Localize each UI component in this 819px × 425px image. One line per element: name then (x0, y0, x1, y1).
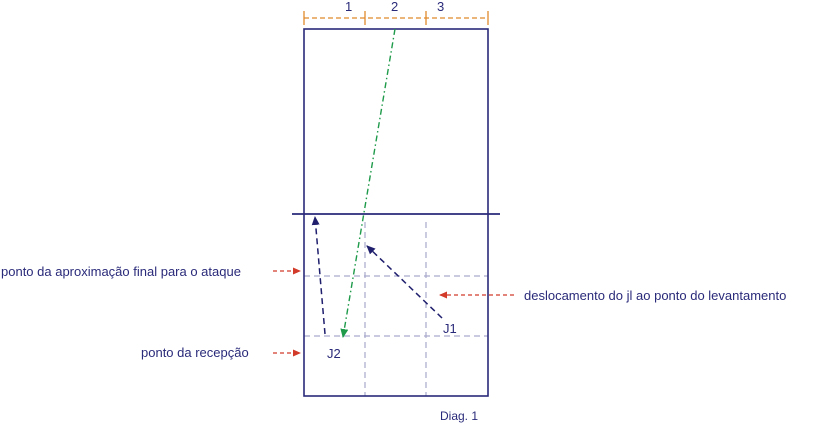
zone-label-2: 2 (391, 0, 399, 14)
zone-label-1: 1 (345, 0, 353, 14)
zone-label-3: 3 (437, 0, 445, 14)
reception-label: ponto da recepção (141, 345, 249, 360)
diagram-caption: Diag. 1 (440, 409, 479, 423)
setter-movement-label: deslocamento do jl ao ponto do levantame… (524, 288, 787, 303)
player-j1-label: J1 (443, 321, 457, 336)
zone-markers (303, 11, 489, 25)
final-approach-label: ponto da aproximação final para o ataque (1, 264, 241, 279)
ball-path-arrow (340, 28, 396, 338)
court-outline (303, 28, 489, 397)
j1-movement-arrow (366, 245, 443, 319)
player-j2-label: J2 (327, 346, 341, 361)
court-grid (304, 222, 488, 396)
